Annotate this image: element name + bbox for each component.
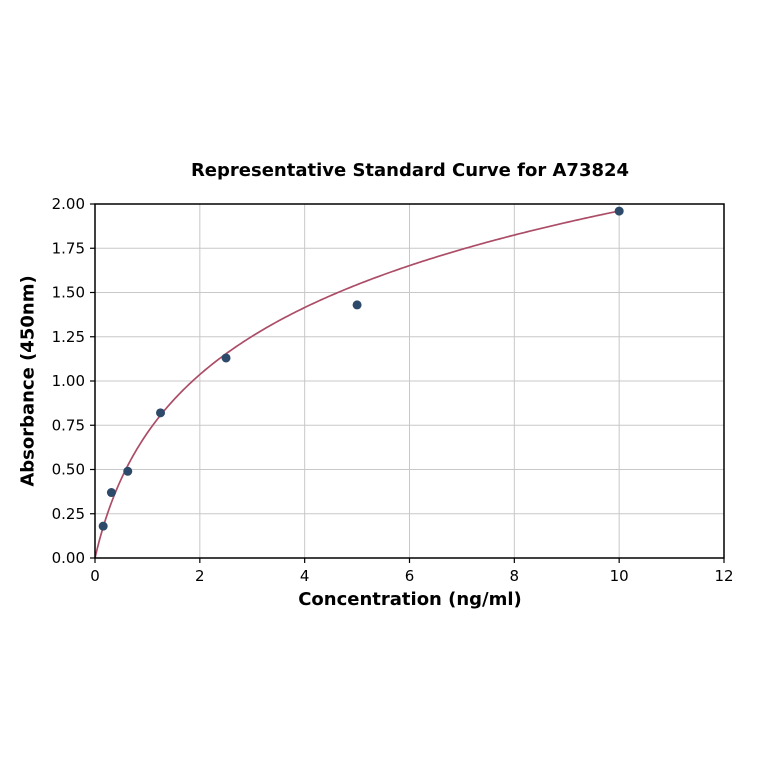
x-tick-label: 10 [610, 567, 629, 585]
y-tick-label: 1.75 [52, 239, 85, 257]
x-tick-label: 12 [714, 567, 733, 585]
data-point [106, 488, 116, 498]
x-axis-label: Concentration (ng/ml) [298, 589, 522, 610]
data-point [221, 353, 231, 363]
x-tick-label: 0 [90, 567, 100, 585]
data-point [123, 466, 133, 476]
y-tick-label: 0.25 [52, 505, 85, 523]
y-axis-label: Absorbance (450nm) [17, 275, 39, 487]
y-tick-label: 1.00 [52, 372, 85, 390]
x-tick-label: 2 [195, 567, 205, 585]
y-tick-label: 0.50 [52, 461, 85, 479]
y-tick-label: 2.00 [52, 195, 85, 213]
y-tick-label: 1.25 [52, 328, 85, 346]
x-tick-label: 4 [300, 567, 310, 585]
x-tick-label: 6 [405, 567, 415, 585]
y-tick-label: 0.75 [52, 416, 85, 434]
y-tick-label: 0.00 [52, 549, 85, 567]
y-tick-label: 1.50 [52, 284, 85, 302]
fit-curve [94, 210, 620, 559]
data-point [352, 300, 362, 310]
data-point [614, 206, 624, 216]
data-point [98, 521, 108, 531]
x-tick-label: 8 [510, 567, 520, 585]
data-point [156, 408, 166, 418]
chart-title: Representative Standard Curve for A73824 [190, 160, 630, 181]
